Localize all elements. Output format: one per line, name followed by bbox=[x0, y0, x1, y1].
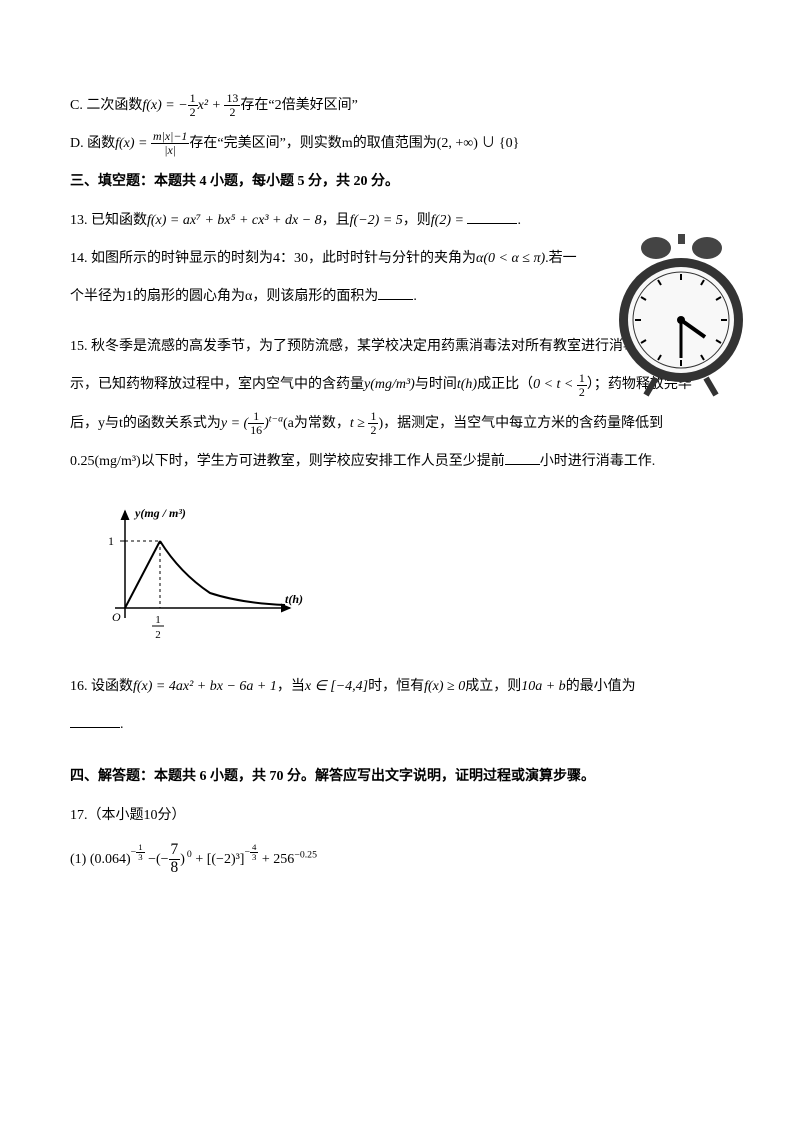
chart-origin: O bbox=[112, 610, 121, 624]
question-17-head: 17.（本小题10分） bbox=[70, 800, 724, 832]
question-17-eq1: (1) (0.064)−13 −(−78)0 + [(−2)³]−43 + 25… bbox=[70, 842, 724, 878]
option-c: C. 二次函数f(x) = −12x² + 132存在“2倍美好区间” bbox=[70, 90, 724, 122]
svg-text:2: 2 bbox=[155, 629, 161, 641]
chart-ytick: 1 bbox=[108, 534, 114, 548]
section-4-header: 四、解答题：本题共 6 小题，共 70 分。解答应写出文字说明，证明过程或演算步… bbox=[70, 761, 724, 793]
clock-image bbox=[614, 230, 749, 413]
option-d: D. 函数f(x) = m|x|−1|x|存在“完美区间”，则实数m的取值范围为… bbox=[70, 128, 724, 160]
question-14: 14. 如图所示的时钟显示的时刻为4：30，此时时针与分针的夹角为α(0 < α… bbox=[70, 243, 590, 313]
chart-ylabel: y(mg / m³) bbox=[133, 506, 186, 520]
q15-chart: y(mg / m³) t(h) O 1 1 2 bbox=[90, 503, 724, 656]
section-3-header: 三、填空题：本题共 4 小题，每小题 5 分，共 20 分。 bbox=[70, 166, 724, 198]
chart-xlabel: t(h) bbox=[285, 592, 303, 606]
question-16: 16. 设函数f(x) = 4ax² + bx − 6a + 1，当x ∈ [−… bbox=[70, 671, 724, 741]
svg-text:1: 1 bbox=[155, 614, 161, 626]
